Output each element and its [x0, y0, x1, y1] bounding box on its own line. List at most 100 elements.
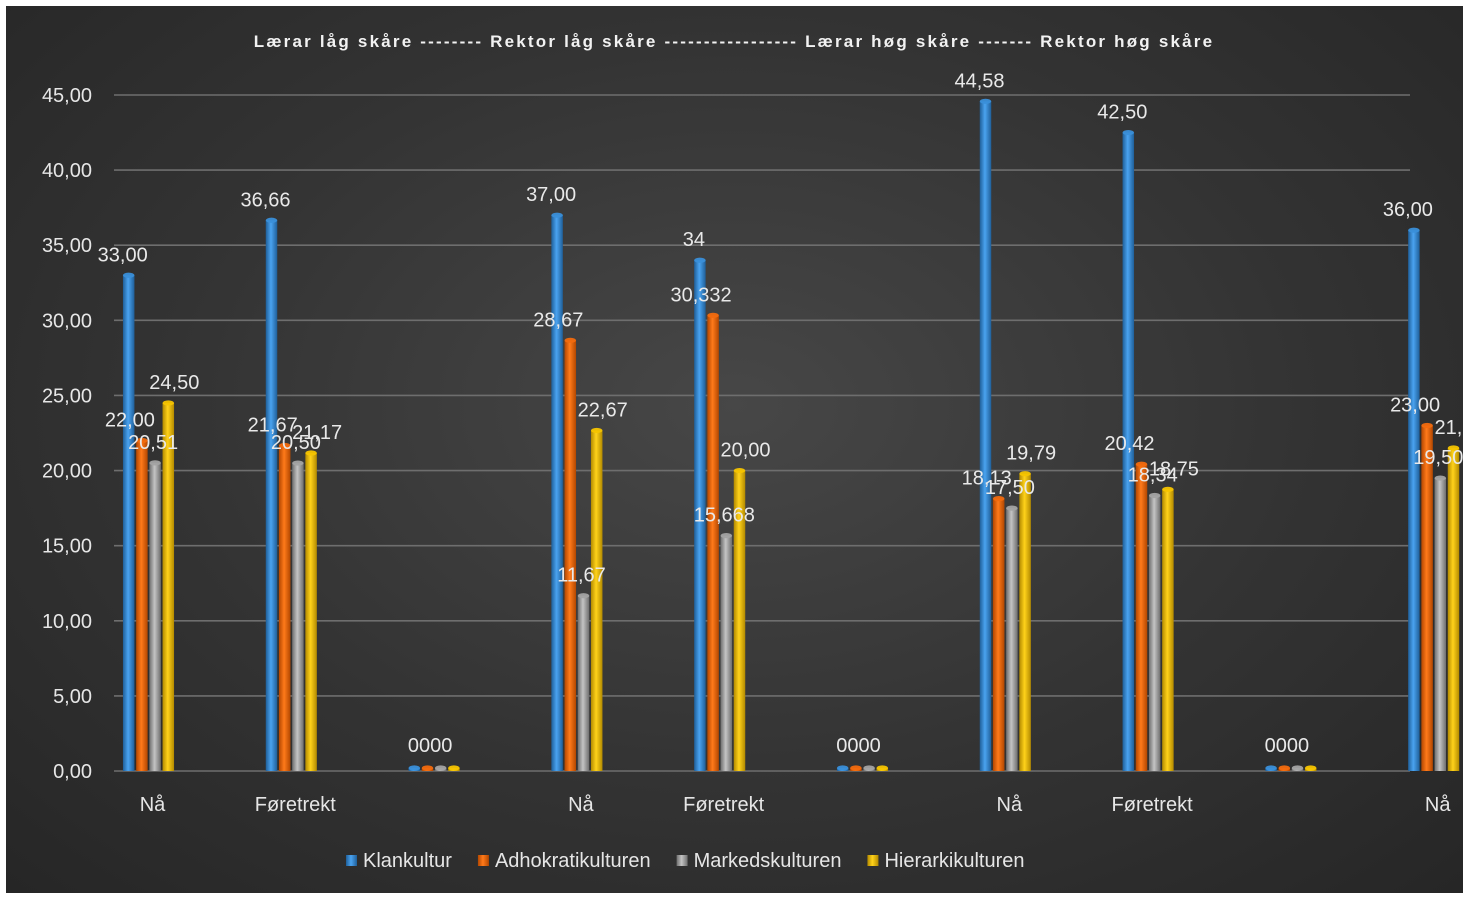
data-label: 20,50: [271, 432, 321, 454]
bar-hierarkikulturen: [733, 467, 746, 771]
data-label: 20,42: [1104, 433, 1154, 455]
data-label: 36,00: [1383, 199, 1433, 221]
bar-adhokratikulturen: [136, 437, 148, 771]
bar-hierarkikulturen: [1162, 486, 1174, 771]
bar-body: [122, 275, 135, 771]
bar-cap: [863, 765, 875, 771]
bar-hierarkikulturen: [590, 427, 603, 771]
data-label: 18,75: [1149, 458, 1199, 480]
bar-adhokratikulturen: [421, 765, 434, 771]
bar-body: [162, 402, 175, 771]
data-label: 20,00: [720, 440, 770, 462]
bar-markedskulturen: [1434, 475, 1447, 771]
data-label: 44,58: [954, 70, 1004, 92]
data-label: 17,50: [985, 477, 1035, 499]
bar-cap: [694, 257, 706, 263]
bar-adhokratikulturen: [1278, 765, 1291, 771]
y-tick-label: 30,00: [42, 310, 92, 332]
bar-cap: [162, 400, 175, 406]
bar-cap: [122, 272, 135, 278]
bar-klankultur: [1265, 765, 1277, 771]
bar-body: [1162, 489, 1174, 771]
bar-klankultur: [836, 765, 849, 771]
y-tick-label: 15,00: [42, 536, 92, 558]
bar-markedskulturen: [434, 765, 447, 771]
legend-swatch: [346, 855, 357, 866]
bar-body: [1006, 508, 1018, 771]
bar-body: [1447, 448, 1460, 771]
chart-frame: Lærar låg skåre -------- Rektor låg skår…: [6, 6, 1463, 893]
bar-adhokratikulturen: [1135, 461, 1148, 771]
bar-markedskulturen: [292, 460, 304, 771]
bar-adhokratikulturen: [850, 765, 862, 771]
y-tick-label: 0,00: [53, 761, 92, 783]
bar-body: [1434, 478, 1447, 771]
bar-body: [979, 101, 992, 772]
bar-body: [707, 315, 719, 771]
bar-body: [305, 452, 317, 771]
bar-cap: [265, 217, 278, 223]
bar-hierarkikulturen: [1304, 765, 1317, 771]
data-label: 18,34: [1128, 464, 1178, 486]
bar-markedskulturen: [149, 460, 161, 771]
chart-title: Lærar låg skåre -------- Rektor låg skår…: [254, 32, 1215, 51]
legend-item-klankultur: Klankultur: [346, 850, 452, 872]
data-label: 28,67: [533, 309, 583, 331]
bar-cap: [1135, 461, 1148, 467]
bar-klankultur: [1408, 227, 1420, 771]
data-label: 11,67: [557, 565, 606, 587]
legend-item-adhokratikulturen: Adhokratikulturen: [477, 850, 651, 872]
x-category-label: Føretrekt: [255, 794, 337, 816]
bar-cap: [421, 765, 434, 771]
bar-body: [733, 470, 746, 771]
bar-body: [136, 440, 148, 771]
y-axis-ticks: 0,00 5,00 10,00 15,00 20,00 25,00 30,00 35,00 40…: [42, 85, 92, 783]
bar-body: [1135, 464, 1148, 771]
bar-hierarkikulturen: [162, 400, 175, 771]
bar-klankultur: [551, 212, 563, 771]
bar-cap: [1162, 486, 1174, 492]
bar-cap: [850, 765, 862, 771]
x-category-label: Nå: [1425, 794, 1451, 816]
legend-label: Hierarkikulturen: [884, 850, 1024, 872]
bar-body: [1421, 425, 1433, 771]
bar-markedskulturen: [1006, 505, 1018, 771]
zero-group-label: 0000: [836, 735, 881, 757]
legend: Klankultur Adhokratikulturen Markedskultur…: [346, 850, 1025, 872]
bar-body: [590, 430, 603, 771]
bar-cap: [1006, 505, 1018, 511]
y-tick-label: 45,00: [42, 85, 92, 107]
bar-cap: [1421, 422, 1433, 429]
data-label: 22,00: [105, 410, 155, 432]
bar-markedskulturen: [720, 533, 733, 771]
bar-cap: [590, 427, 603, 434]
bar-adhokratikulturen: [564, 337, 577, 771]
x-category-label: Nå: [997, 794, 1023, 816]
legend-swatch: [867, 855, 879, 866]
x-category-label: Føretrekt: [1112, 794, 1194, 816]
legend-swatch: [477, 855, 489, 866]
data-label: 22,67: [578, 399, 628, 421]
bars: [122, 98, 1460, 772]
data-label: 36,66: [240, 189, 290, 211]
data-label: 21,67: [248, 414, 298, 436]
bar-adhokratikulturen: [992, 496, 1005, 771]
bar-klankultur: [1122, 129, 1135, 772]
bar-cap: [136, 437, 148, 444]
bar-cap: [1019, 471, 1031, 477]
bar-cap: [149, 460, 161, 466]
bar-cap: [292, 460, 304, 466]
data-label: 21,50: [1434, 417, 1463, 439]
bar-cap: [1265, 765, 1277, 771]
bar-markedskulturen: [1148, 492, 1161, 771]
bar-body: [1148, 495, 1161, 771]
bar-body: [564, 340, 577, 771]
bar-markedskulturen: [863, 765, 875, 771]
bar-cap: [1408, 227, 1420, 233]
bar-cap: [305, 450, 317, 456]
gridlines: [114, 94, 1410, 772]
chart-svg: Lærar låg skåre -------- Rektor låg skår…: [42, 32, 1463, 872]
bar-body: [720, 535, 733, 771]
bar-adhokratikulturen: [707, 312, 719, 771]
